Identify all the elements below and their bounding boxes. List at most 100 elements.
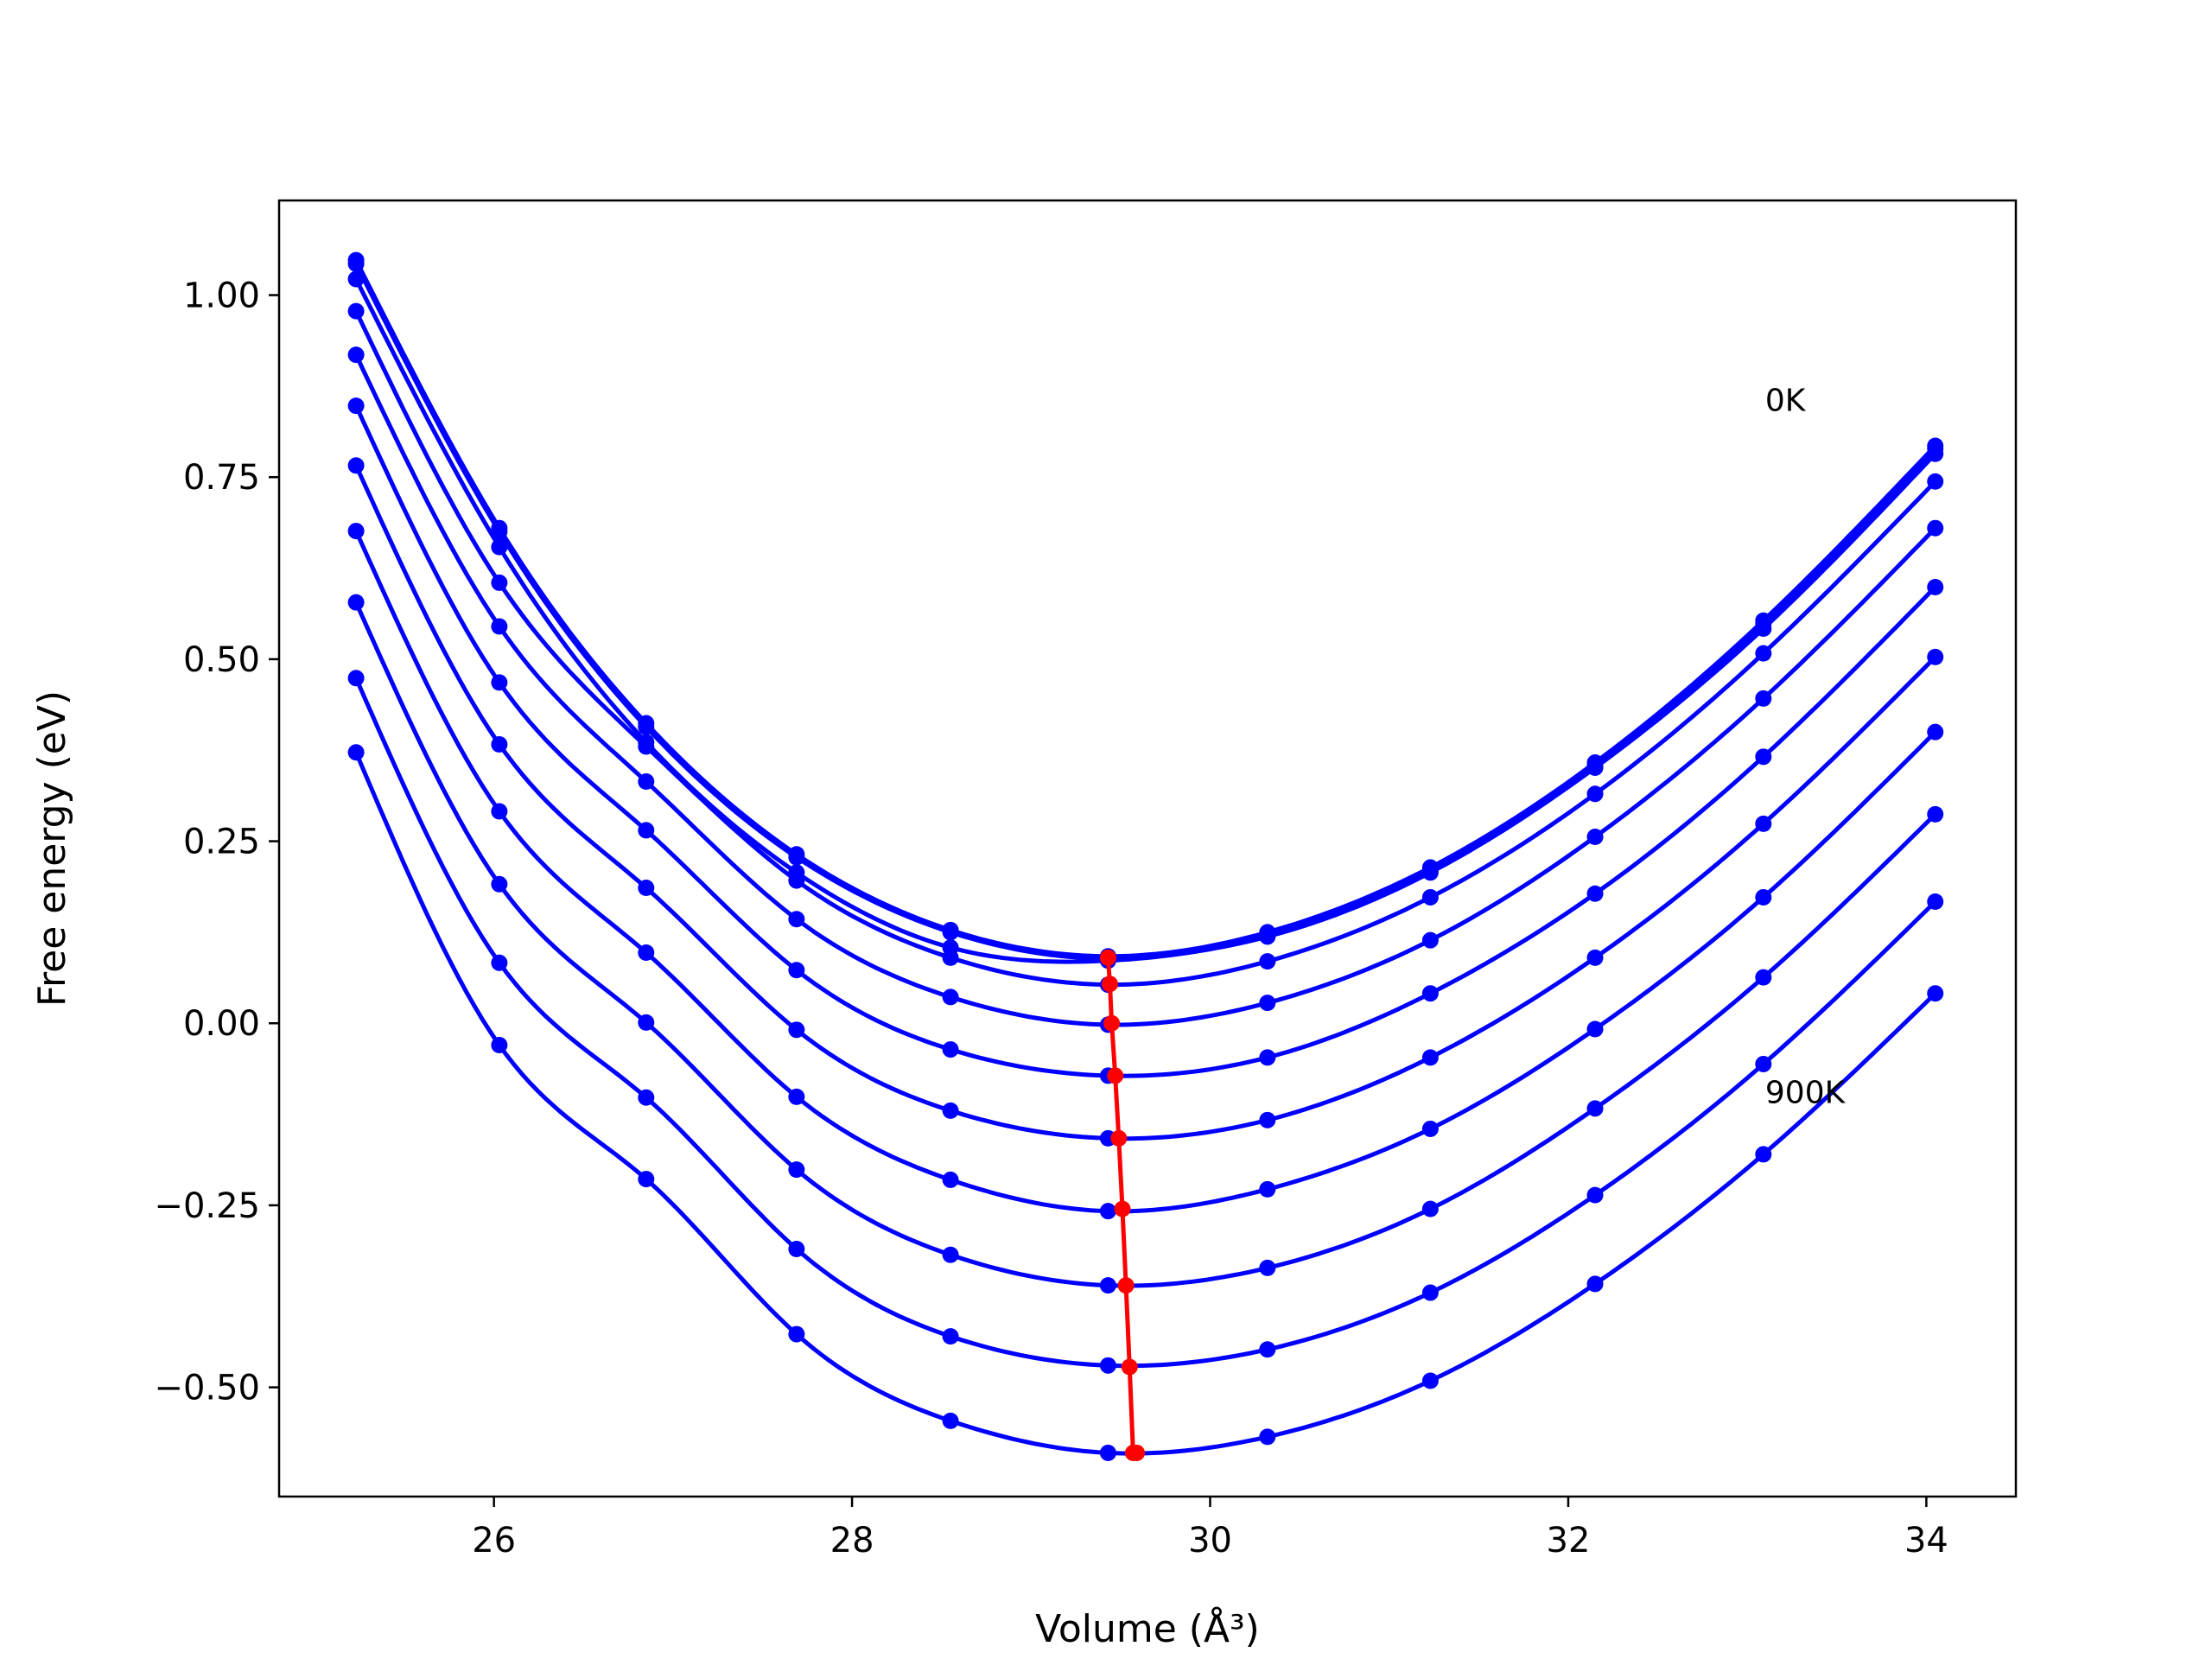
data-point-200K-9 [1755, 620, 1772, 638]
data-point-1000K-0 [347, 744, 365, 761]
data-point-800K-5 [1099, 1277, 1116, 1294]
x-tick-label-26: 26 [472, 1521, 516, 1560]
data-point-700K-6 [1259, 1180, 1276, 1198]
data-point-1000K-3 [788, 1325, 805, 1343]
data-point-700K-9 [1755, 888, 1772, 906]
y-tick-label-6: −0.50 [154, 1369, 260, 1408]
y-tick-label-0: 1.00 [183, 276, 260, 316]
data-point-300K-8 [1586, 785, 1604, 803]
data-point-700K-7 [1421, 1120, 1439, 1137]
data-point-800K-7 [1421, 1200, 1439, 1217]
minimum-point-2 [1103, 1014, 1121, 1032]
data-point-500K-4 [942, 1041, 959, 1058]
data-point-900K-10 [1927, 893, 1944, 911]
data-point-1000K-6 [1259, 1428, 1276, 1446]
data-point-400K-10 [1927, 519, 1944, 537]
data-point-800K-10 [1927, 805, 1944, 823]
minimum-point-6 [1117, 1277, 1135, 1294]
data-point-400K-3 [788, 911, 805, 928]
data-point-200K-0 [347, 270, 365, 288]
minimum-point-1 [1101, 976, 1118, 993]
y-tick-label-5: −0.25 [154, 1186, 260, 1226]
minimum-point-3 [1107, 1067, 1124, 1084]
data-point-900K-3 [788, 1240, 805, 1257]
data-point-600K-6 [1259, 1111, 1276, 1128]
data-point-900K-0 [347, 670, 365, 687]
data-point-100K-4 [942, 924, 959, 941]
x-tick-label-28: 28 [830, 1521, 874, 1560]
data-point-900K-1 [491, 954, 508, 971]
data-point-800K-1 [491, 875, 508, 893]
x-tick-label-34: 34 [1904, 1521, 1948, 1560]
minimum-point-5 [1114, 1200, 1131, 1217]
data-point-200K-8 [1586, 759, 1604, 776]
data-point-700K-3 [788, 1088, 805, 1105]
data-point-800K-0 [347, 594, 365, 611]
data-point-600K-0 [347, 457, 365, 474]
data-point-800K-4 [942, 1246, 959, 1263]
y-tick-label-4: 0.00 [183, 1004, 260, 1044]
data-point-900K-8 [1586, 1186, 1604, 1204]
y-tick-label-3: 0.25 [183, 823, 260, 862]
data-point-100K-3 [788, 849, 805, 866]
data-point-500K-8 [1586, 885, 1604, 902]
series-line-500K [353, 404, 1937, 1078]
x-tick-label-30: 30 [1188, 1521, 1232, 1560]
data-point-400K-0 [347, 346, 365, 364]
data-point-800K-2 [638, 1014, 655, 1031]
data-point-200K-1 [491, 538, 508, 556]
data-point-300K-2 [638, 738, 655, 755]
data-point-400K-8 [1586, 829, 1604, 846]
data-point-900K-9 [1755, 1055, 1772, 1072]
minimum-point-9 [1128, 1444, 1146, 1461]
data-point-200K-6 [1259, 928, 1276, 945]
data-point-1000K-8 [1586, 1275, 1604, 1293]
data-point-500K-0 [347, 397, 365, 415]
data-point-1000K-5 [1099, 1444, 1116, 1461]
data-point-700K-10 [1927, 723, 1944, 741]
data-point-700K-1 [491, 803, 508, 820]
series-line-400K [353, 353, 1937, 1027]
data-point-500K-10 [1927, 578, 1944, 595]
plot-frame [277, 199, 2018, 1498]
data-point-100K-2 [638, 718, 655, 735]
y-tick-label-2: 0.50 [183, 640, 260, 680]
annotations: 0K 900K [1765, 384, 1847, 1111]
minimum-point-0 [1099, 949, 1116, 966]
data-point-500K-3 [788, 962, 805, 979]
data-point-400K-9 [1755, 690, 1772, 707]
data-point-700K-2 [638, 944, 655, 962]
data-point-300K-4 [942, 949, 959, 966]
data-point-300K-7 [1421, 888, 1439, 906]
data-point-100K-0 [347, 255, 365, 272]
data-point-600K-7 [1421, 1049, 1439, 1066]
data-point-800K-9 [1755, 969, 1772, 986]
data-point-700K-0 [347, 523, 365, 540]
series-line-600K [353, 464, 1937, 1141]
series-curves [353, 258, 1937, 1456]
data-point-900K-7 [1421, 1284, 1439, 1301]
data-point-400K-1 [491, 618, 508, 635]
series-markers [347, 251, 1944, 1461]
series-line-900K [353, 677, 1937, 1369]
data-point-600K-9 [1755, 815, 1772, 832]
x-axis-label: Volume (Å³) [1035, 1605, 1260, 1651]
series-line-300K [353, 310, 1937, 988]
data-point-600K-8 [1586, 949, 1604, 966]
data-point-400K-2 [638, 772, 655, 790]
data-point-700K-8 [1586, 1020, 1604, 1038]
data-point-300K-10 [1927, 473, 1944, 490]
series-line-800K [353, 601, 1937, 1288]
data-point-1000K-9 [1755, 1146, 1772, 1163]
data-point-500K-1 [491, 674, 508, 691]
data-point-600K-2 [638, 880, 655, 897]
x-ticks: 26 28 30 32 34 [472, 1497, 1948, 1560]
data-point-800K-6 [1259, 1259, 1276, 1276]
series-line-200K [353, 277, 1937, 964]
data-point-300K-9 [1755, 645, 1772, 662]
data-point-500K-6 [1259, 1049, 1276, 1066]
data-point-1000K-7 [1421, 1372, 1439, 1389]
data-point-800K-8 [1586, 1100, 1604, 1117]
y-ticks: 1.00 0.75 0.50 0.25 0.00 −0.25 −0.50 [154, 276, 279, 1408]
data-point-400K-4 [942, 988, 959, 1006]
